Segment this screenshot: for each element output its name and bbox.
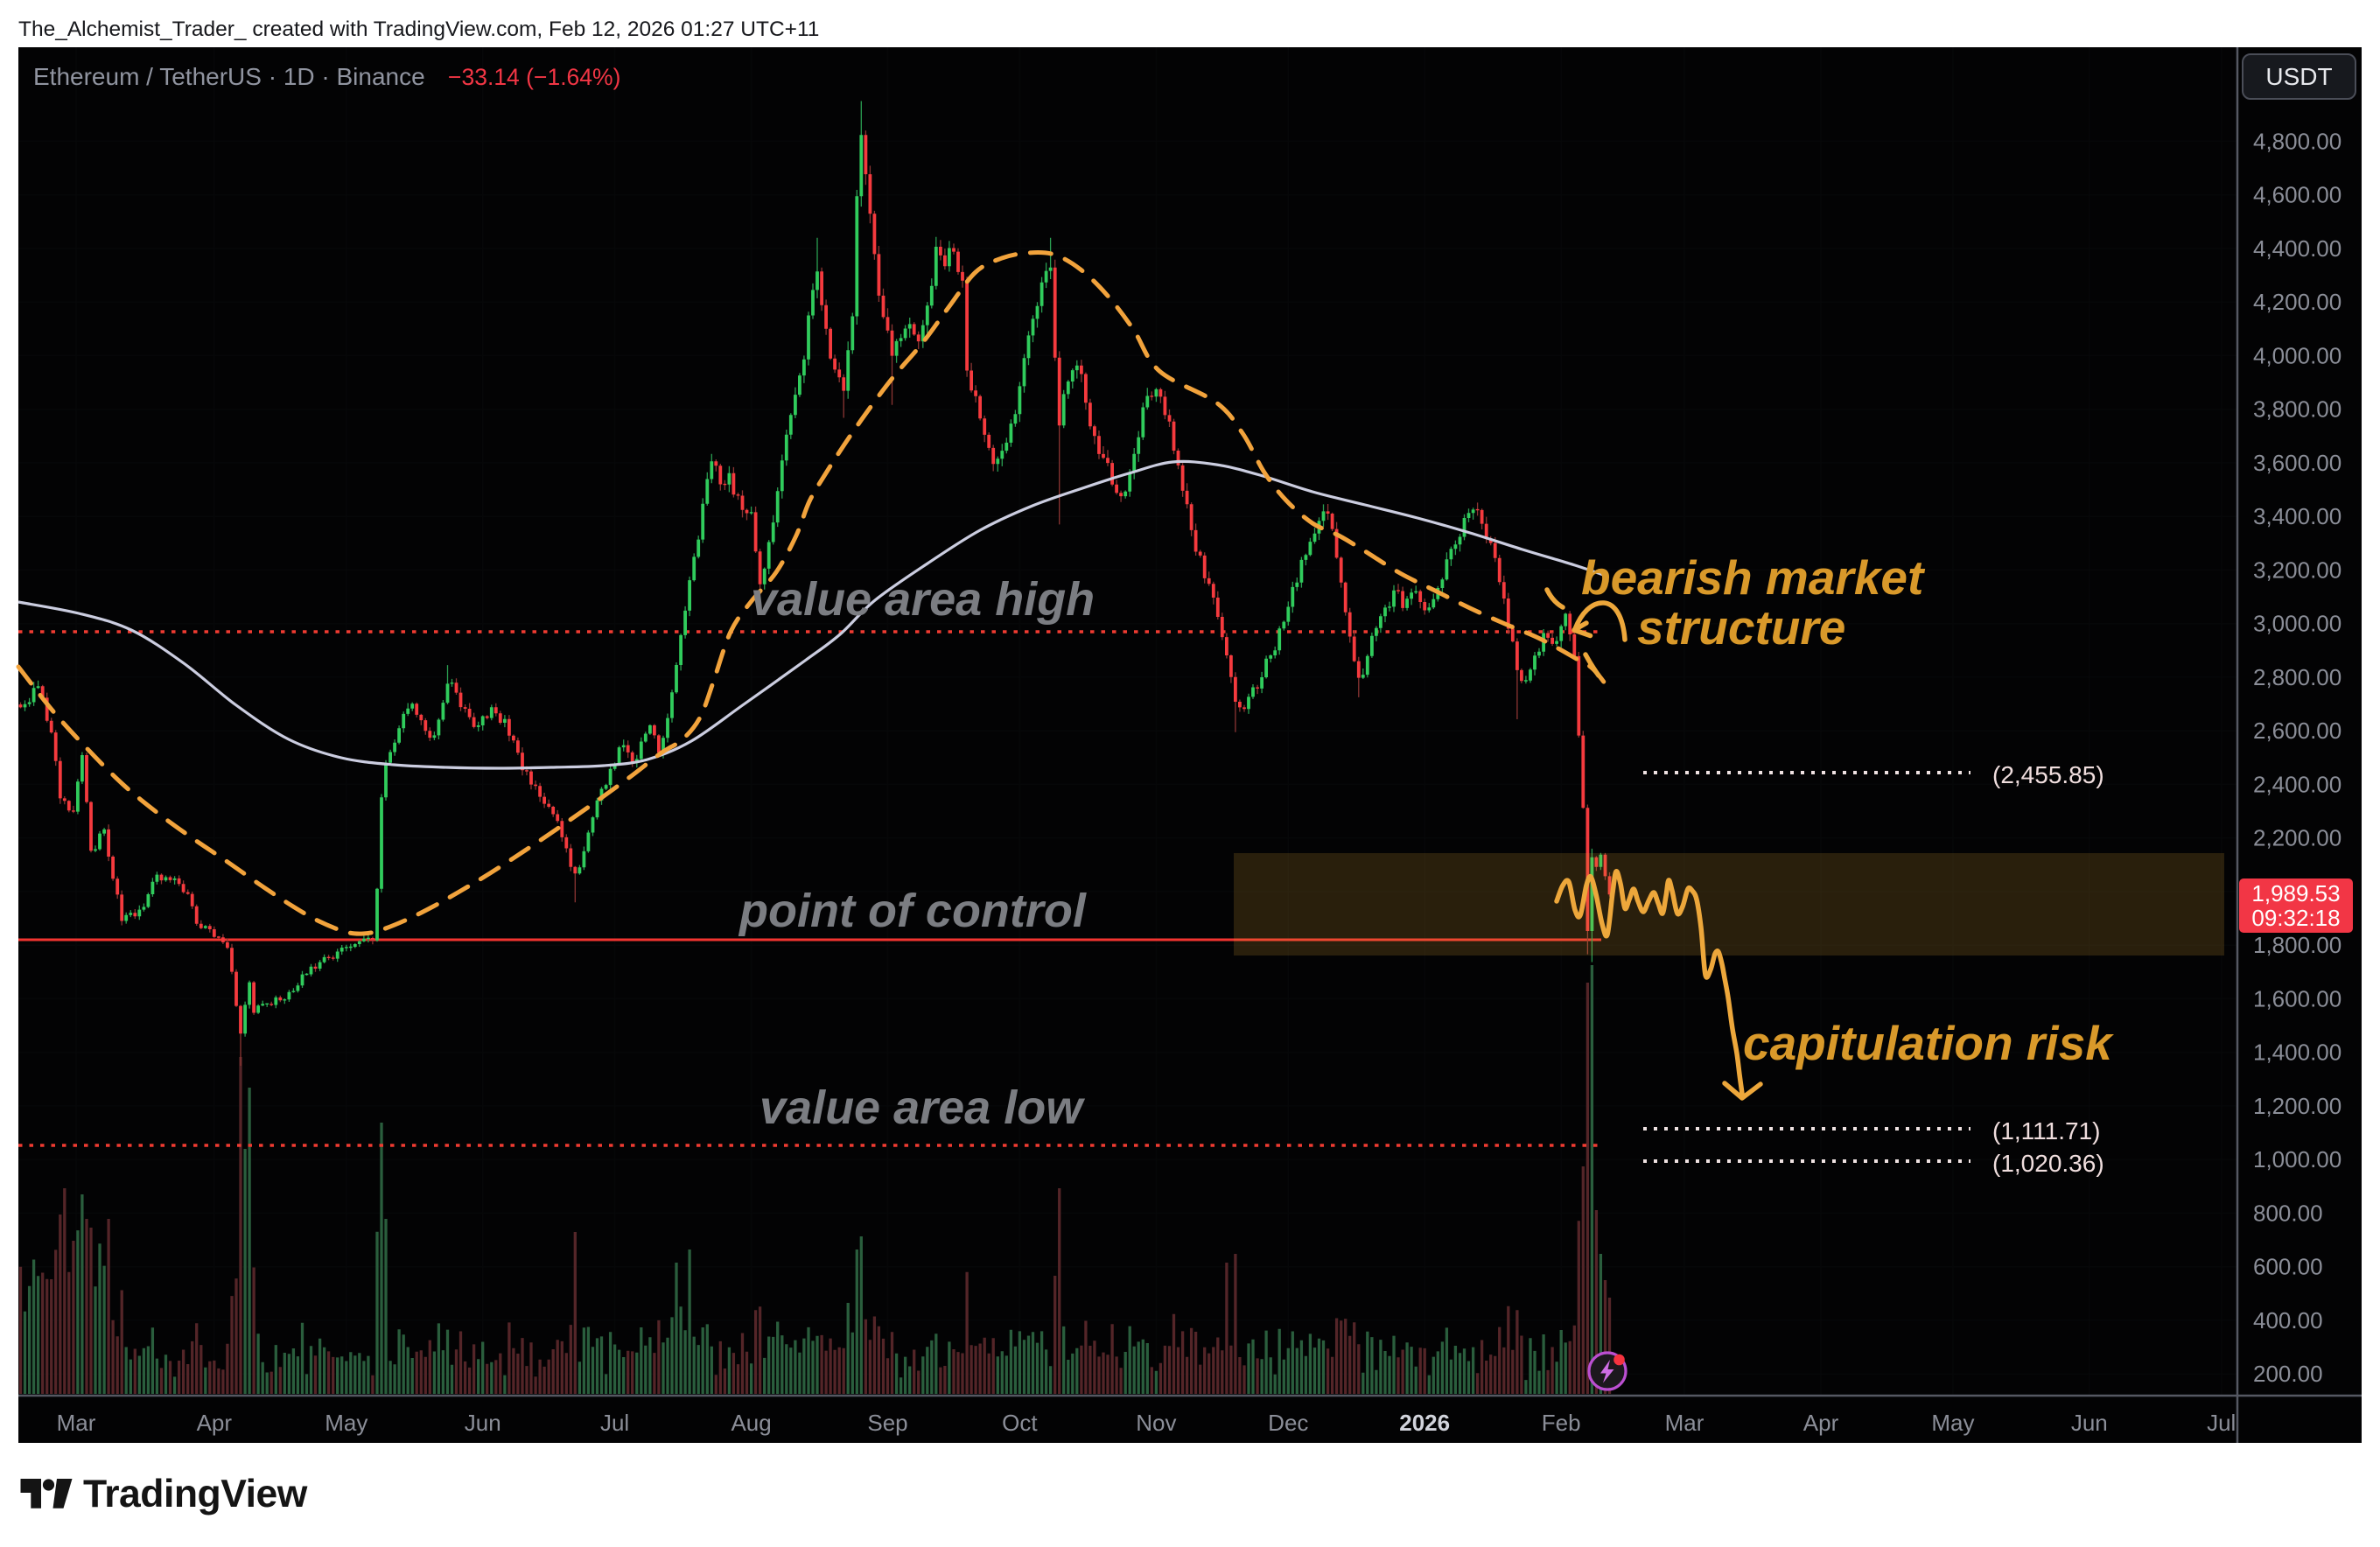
svg-text:1,800.00: 1,800.00 (2253, 932, 2342, 958)
svg-text:2,800.00: 2,800.00 (2253, 664, 2342, 690)
svg-text:600.00: 600.00 (2253, 1254, 2323, 1280)
svg-text:The_Alchemist_Trader_ created: The_Alchemist_Trader_ created with Tradi… (18, 18, 819, 41)
svg-text:value area low: value area low (760, 1082, 1085, 1134)
svg-text:2,400.00: 2,400.00 (2253, 771, 2342, 797)
svg-text:(2,455.85): (2,455.85) (1992, 761, 2104, 788)
svg-text:3,200.00: 3,200.00 (2253, 556, 2342, 583)
svg-text:bearish market: bearish market (1581, 550, 1926, 605)
svg-text:value area high: value area high (751, 573, 1095, 626)
svg-text:Nov: Nov (1136, 1410, 1176, 1436)
svg-text:3,000.00: 3,000.00 (2253, 611, 2342, 637)
svg-text:1,200.00: 1,200.00 (2253, 1093, 2342, 1119)
svg-text:(1,111.71): (1,111.71) (1992, 1117, 2100, 1144)
svg-text:Mar: Mar (1665, 1410, 1704, 1436)
svg-text:Jun: Jun (465, 1410, 501, 1436)
svg-text:May: May (1931, 1410, 1974, 1436)
svg-text:capitulation risk: capitulation risk (1743, 1016, 2114, 1070)
svg-text:4,600.00: 4,600.00 (2253, 182, 2342, 208)
svg-text:Jul: Jul (2207, 1410, 2236, 1436)
svg-text:Dec: Dec (1268, 1410, 1308, 1436)
svg-text:1,400.00: 1,400.00 (2253, 1040, 2342, 1066)
svg-text:2,200.00: 2,200.00 (2253, 825, 2342, 851)
svg-text:09:32:18: 09:32:18 (2251, 905, 2340, 931)
svg-text:2026: 2026 (1399, 1410, 1450, 1436)
svg-text:3,800.00: 3,800.00 (2253, 396, 2342, 423)
svg-text:Mar: Mar (57, 1410, 96, 1436)
svg-text:point of control: point of control (738, 885, 1087, 937)
svg-text:2,600.00: 2,600.00 (2253, 718, 2342, 744)
svg-text:USDT: USDT (2265, 63, 2332, 90)
svg-text:Ethereum / TetherUS · 1D · Bin: Ethereum / TetherUS · 1D · Binance (33, 63, 425, 90)
svg-text:4,400.00: 4,400.00 (2253, 235, 2342, 262)
svg-text:800.00: 800.00 (2253, 1200, 2323, 1226)
svg-text:Apr: Apr (1803, 1410, 1839, 1436)
svg-text:structure: structure (1637, 600, 1845, 654)
svg-text:Apr: Apr (197, 1410, 233, 1436)
svg-text:400.00: 400.00 (2253, 1307, 2323, 1334)
svg-text:Jun: Jun (2071, 1410, 2108, 1436)
svg-text:3,400.00: 3,400.00 (2253, 503, 2342, 529)
svg-text:Aug: Aug (731, 1410, 771, 1436)
svg-text:May: May (325, 1410, 368, 1436)
svg-text:1,989.53: 1,989.53 (2251, 880, 2340, 906)
svg-text:−33.14 (−1.64%): −33.14 (−1.64%) (448, 64, 620, 90)
svg-text:TradingView: TradingView (83, 1473, 308, 1516)
svg-text:200.00: 200.00 (2253, 1361, 2323, 1387)
svg-text:4,800.00: 4,800.00 (2253, 128, 2342, 154)
svg-text:Feb: Feb (1542, 1410, 1581, 1436)
svg-text:Sep: Sep (867, 1410, 907, 1436)
svg-text:Jul: Jul (600, 1410, 629, 1436)
svg-text:(1,020.36): (1,020.36) (1992, 1150, 2104, 1177)
svg-text:4,200.00: 4,200.00 (2253, 289, 2342, 315)
svg-text:1,600.00: 1,600.00 (2253, 985, 2342, 1012)
svg-text:1,000.00: 1,000.00 (2253, 1146, 2342, 1172)
svg-text:4,000.00: 4,000.00 (2253, 342, 2342, 368)
svg-text:Oct: Oct (1002, 1410, 1038, 1436)
svg-text:3,600.00: 3,600.00 (2253, 450, 2342, 476)
